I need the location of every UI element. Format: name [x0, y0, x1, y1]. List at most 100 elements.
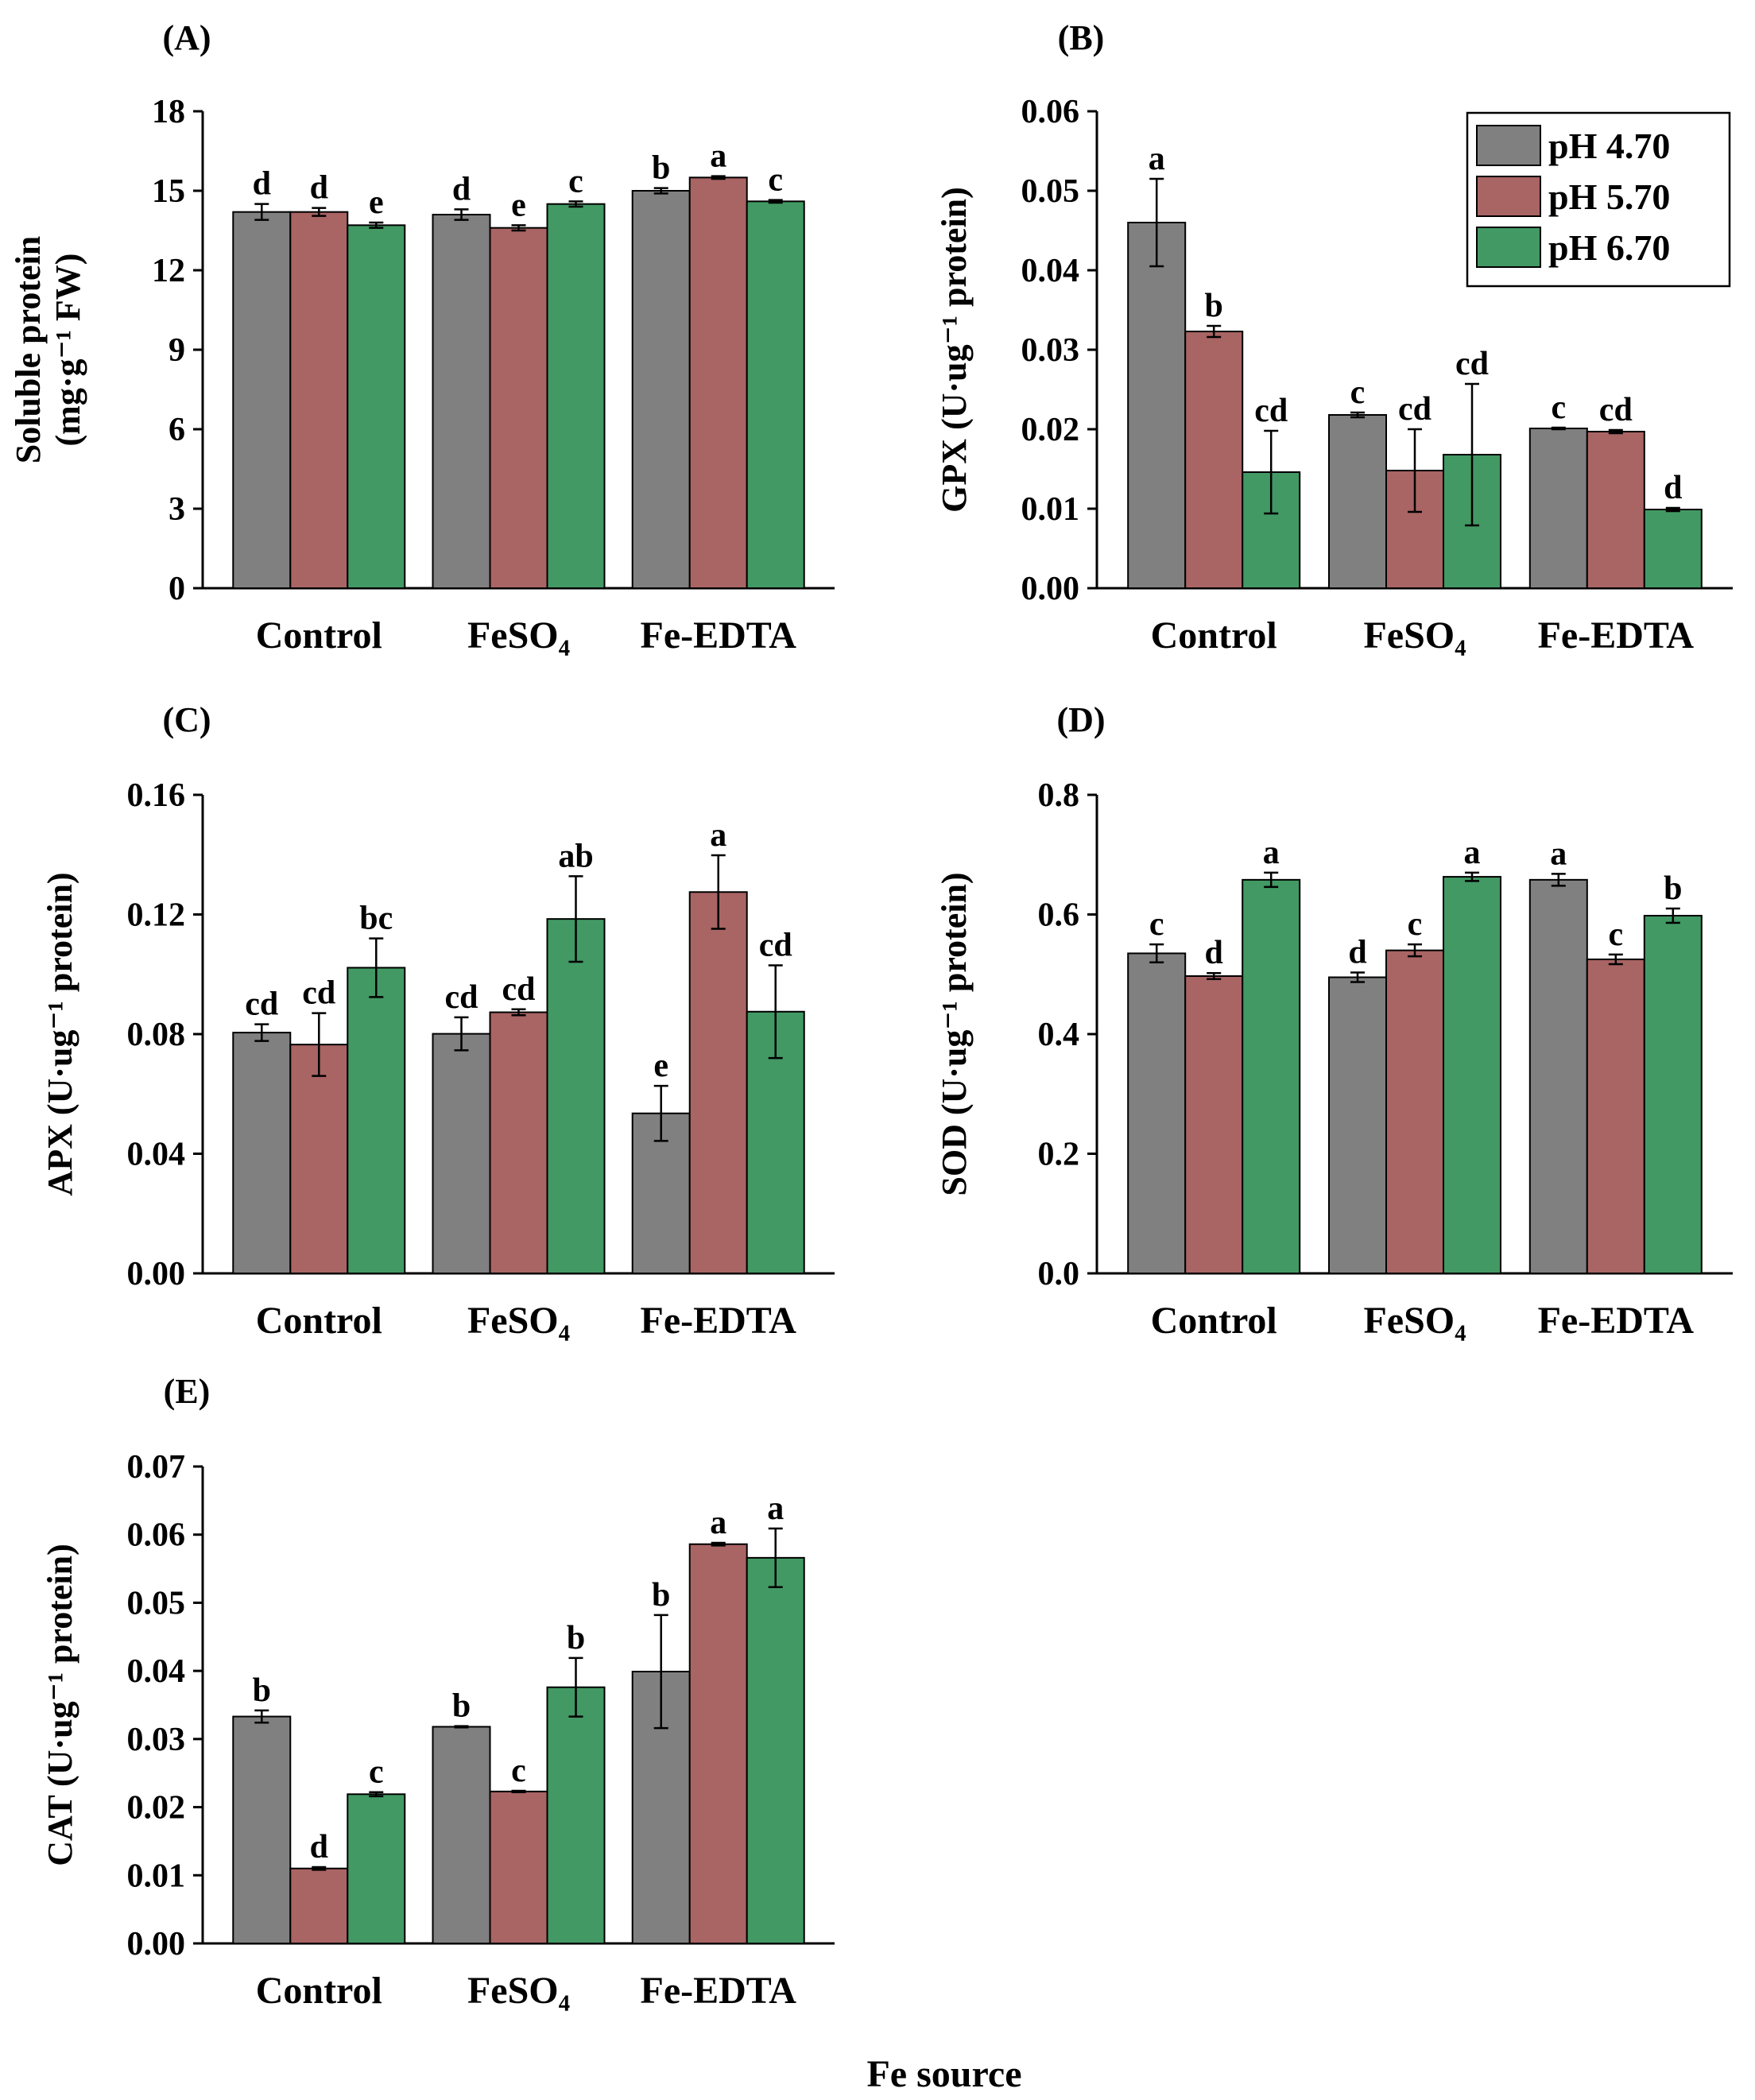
significance-letter: c: [768, 162, 783, 199]
significance-letter: cd: [1455, 346, 1489, 382]
significance-letter: cd: [1254, 393, 1288, 429]
bar: [432, 214, 491, 589]
x-category-label: Fe-EDTA: [641, 1300, 797, 1342]
bar: [1184, 331, 1244, 589]
significance-letter: a: [710, 1505, 726, 1541]
legend-label: pH 5.70: [1548, 176, 1670, 217]
bar: [432, 1726, 491, 1944]
significance-letter: c: [1350, 374, 1366, 411]
bar: [546, 203, 606, 589]
y-tick-label: 0.06: [1021, 94, 1080, 130]
x-category-label: Control: [256, 614, 382, 657]
x-category-label: FeSO₄: [467, 1300, 570, 1342]
significance-letter: d: [1664, 470, 1682, 506]
significance-letter: b: [652, 1577, 670, 1614]
y-axis-title: GPX (U·ug⁻¹ protein): [935, 187, 974, 513]
panel-a: (A) 0 3 6 9 12 15 18 Soluble protein (mg·g⁻¹ FW) C…: [9, 18, 835, 657]
significance-letter: c: [1149, 906, 1164, 943]
y-tick-label: 0.4: [1038, 1017, 1080, 1053]
significance-letter: b: [567, 1620, 585, 1656]
y-tick-label: 0.03: [127, 1722, 186, 1758]
y-axis-title: Soluble protein: [9, 236, 48, 463]
significance-letter: b: [1664, 870, 1682, 907]
y-tick-label: 0.05: [1021, 173, 1080, 210]
bar: [1586, 958, 1645, 1274]
panel-label: (A): [162, 18, 211, 57]
bar: [232, 211, 292, 589]
significance-letter: c: [511, 1753, 526, 1789]
significance-letter: a: [1263, 835, 1280, 871]
bar: [1328, 976, 1387, 1274]
bar: [688, 1543, 748, 1944]
x-category-label: FeSO₄: [1363, 1300, 1466, 1342]
x-axis-title: Fe source: [866, 2053, 1021, 2095]
bar: [489, 1011, 548, 1274]
y-tick-label: 0.2: [1038, 1137, 1080, 1173]
significance-letter: e: [369, 184, 384, 221]
y-axis-title: APX (U·ug⁻¹ protein): [41, 872, 79, 1195]
significance-letter: c: [1408, 906, 1423, 943]
y-axis-title-units: (mg·g⁻¹ FW): [48, 254, 87, 447]
bar: [746, 1556, 805, 1945]
y-tick-label: 12: [152, 253, 185, 289]
bar: [347, 967, 406, 1275]
y-tick-label: 0.01: [127, 1858, 186, 1894]
legend: pH 4.70 pH 5.70 pH 6.70: [1466, 111, 1731, 288]
bar: [347, 1793, 406, 1944]
bar: [489, 1790, 548, 1945]
y-tick-label: 0.00: [127, 1256, 186, 1292]
legend-label: pH 6.70: [1548, 227, 1670, 268]
bar: [232, 1715, 292, 1945]
significance-letter: a: [710, 138, 726, 175]
bar: [1328, 414, 1387, 589]
significance-letter: d: [1205, 935, 1223, 971]
significance-letter: cd: [302, 975, 335, 1012]
significance-letter: e: [653, 1048, 668, 1084]
x-category-label: Control: [256, 1970, 382, 2012]
significance-letter: bc: [359, 901, 393, 937]
y-tick-label: 18: [152, 94, 185, 130]
y-tick-label: 0.01: [1021, 491, 1080, 528]
panel-c: (C) 0.00 0.04 0.08 0.12 0.16 APX (U·ug⁻¹ prote…: [41, 700, 835, 1342]
bar: [1127, 952, 1187, 1274]
bar: [489, 227, 548, 589]
significance-letter: cd: [445, 979, 478, 1016]
x-category-label: Fe-EDTA: [1538, 1300, 1695, 1342]
legend-label: pH 4.70: [1548, 126, 1670, 166]
significance-letter: d: [253, 166, 271, 203]
bar: [1643, 915, 1703, 1274]
bar: [289, 211, 349, 589]
x-category-label: Control: [256, 1300, 382, 1342]
x-category-label: Control: [1151, 614, 1277, 657]
significance-letter: b: [1205, 288, 1223, 324]
bar: [347, 224, 406, 589]
y-tick-label: 0.8: [1038, 777, 1080, 814]
y-tick-label: 0.05: [127, 1585, 186, 1621]
y-tick-label: 0.03: [1021, 332, 1080, 369]
y-tick-label: 0.02: [1021, 412, 1080, 448]
y-tick-label: 0.00: [127, 1926, 186, 1962]
panel-label: (B): [1058, 18, 1105, 57]
y-tick-label: 0.12: [127, 897, 186, 934]
y-tick-label: 3: [169, 491, 185, 528]
y-tick-label: 0.04: [127, 1653, 186, 1690]
panel-label: (C): [162, 700, 211, 739]
significance-letter: e: [511, 187, 526, 223]
bar: [688, 176, 748, 590]
y-tick-label: 0.02: [127, 1790, 186, 1827]
x-category-label: Fe-EDTA: [641, 1970, 797, 2012]
y-tick-label: 0.06: [127, 1517, 186, 1554]
bar: [546, 1686, 606, 1945]
significance-letter: c: [1551, 389, 1566, 426]
significance-letter: c: [1608, 916, 1623, 953]
y-tick-label: 6: [169, 412, 185, 448]
significance-letter: b: [652, 150, 670, 187]
y-tick-label: 0.04: [127, 1137, 186, 1173]
significance-letter: b: [253, 1672, 271, 1709]
significance-letter: b: [452, 1688, 471, 1725]
x-category-label: Fe-EDTA: [641, 614, 797, 657]
y-tick-label: 0: [169, 571, 185, 607]
panel-b: (B) 0.00 0.01 0.02 0.03 0.04 0.05 0.06 GPX (U·ug…: [935, 18, 1733, 657]
x-category-label: Control: [1151, 1300, 1277, 1342]
bar: [1242, 878, 1301, 1274]
